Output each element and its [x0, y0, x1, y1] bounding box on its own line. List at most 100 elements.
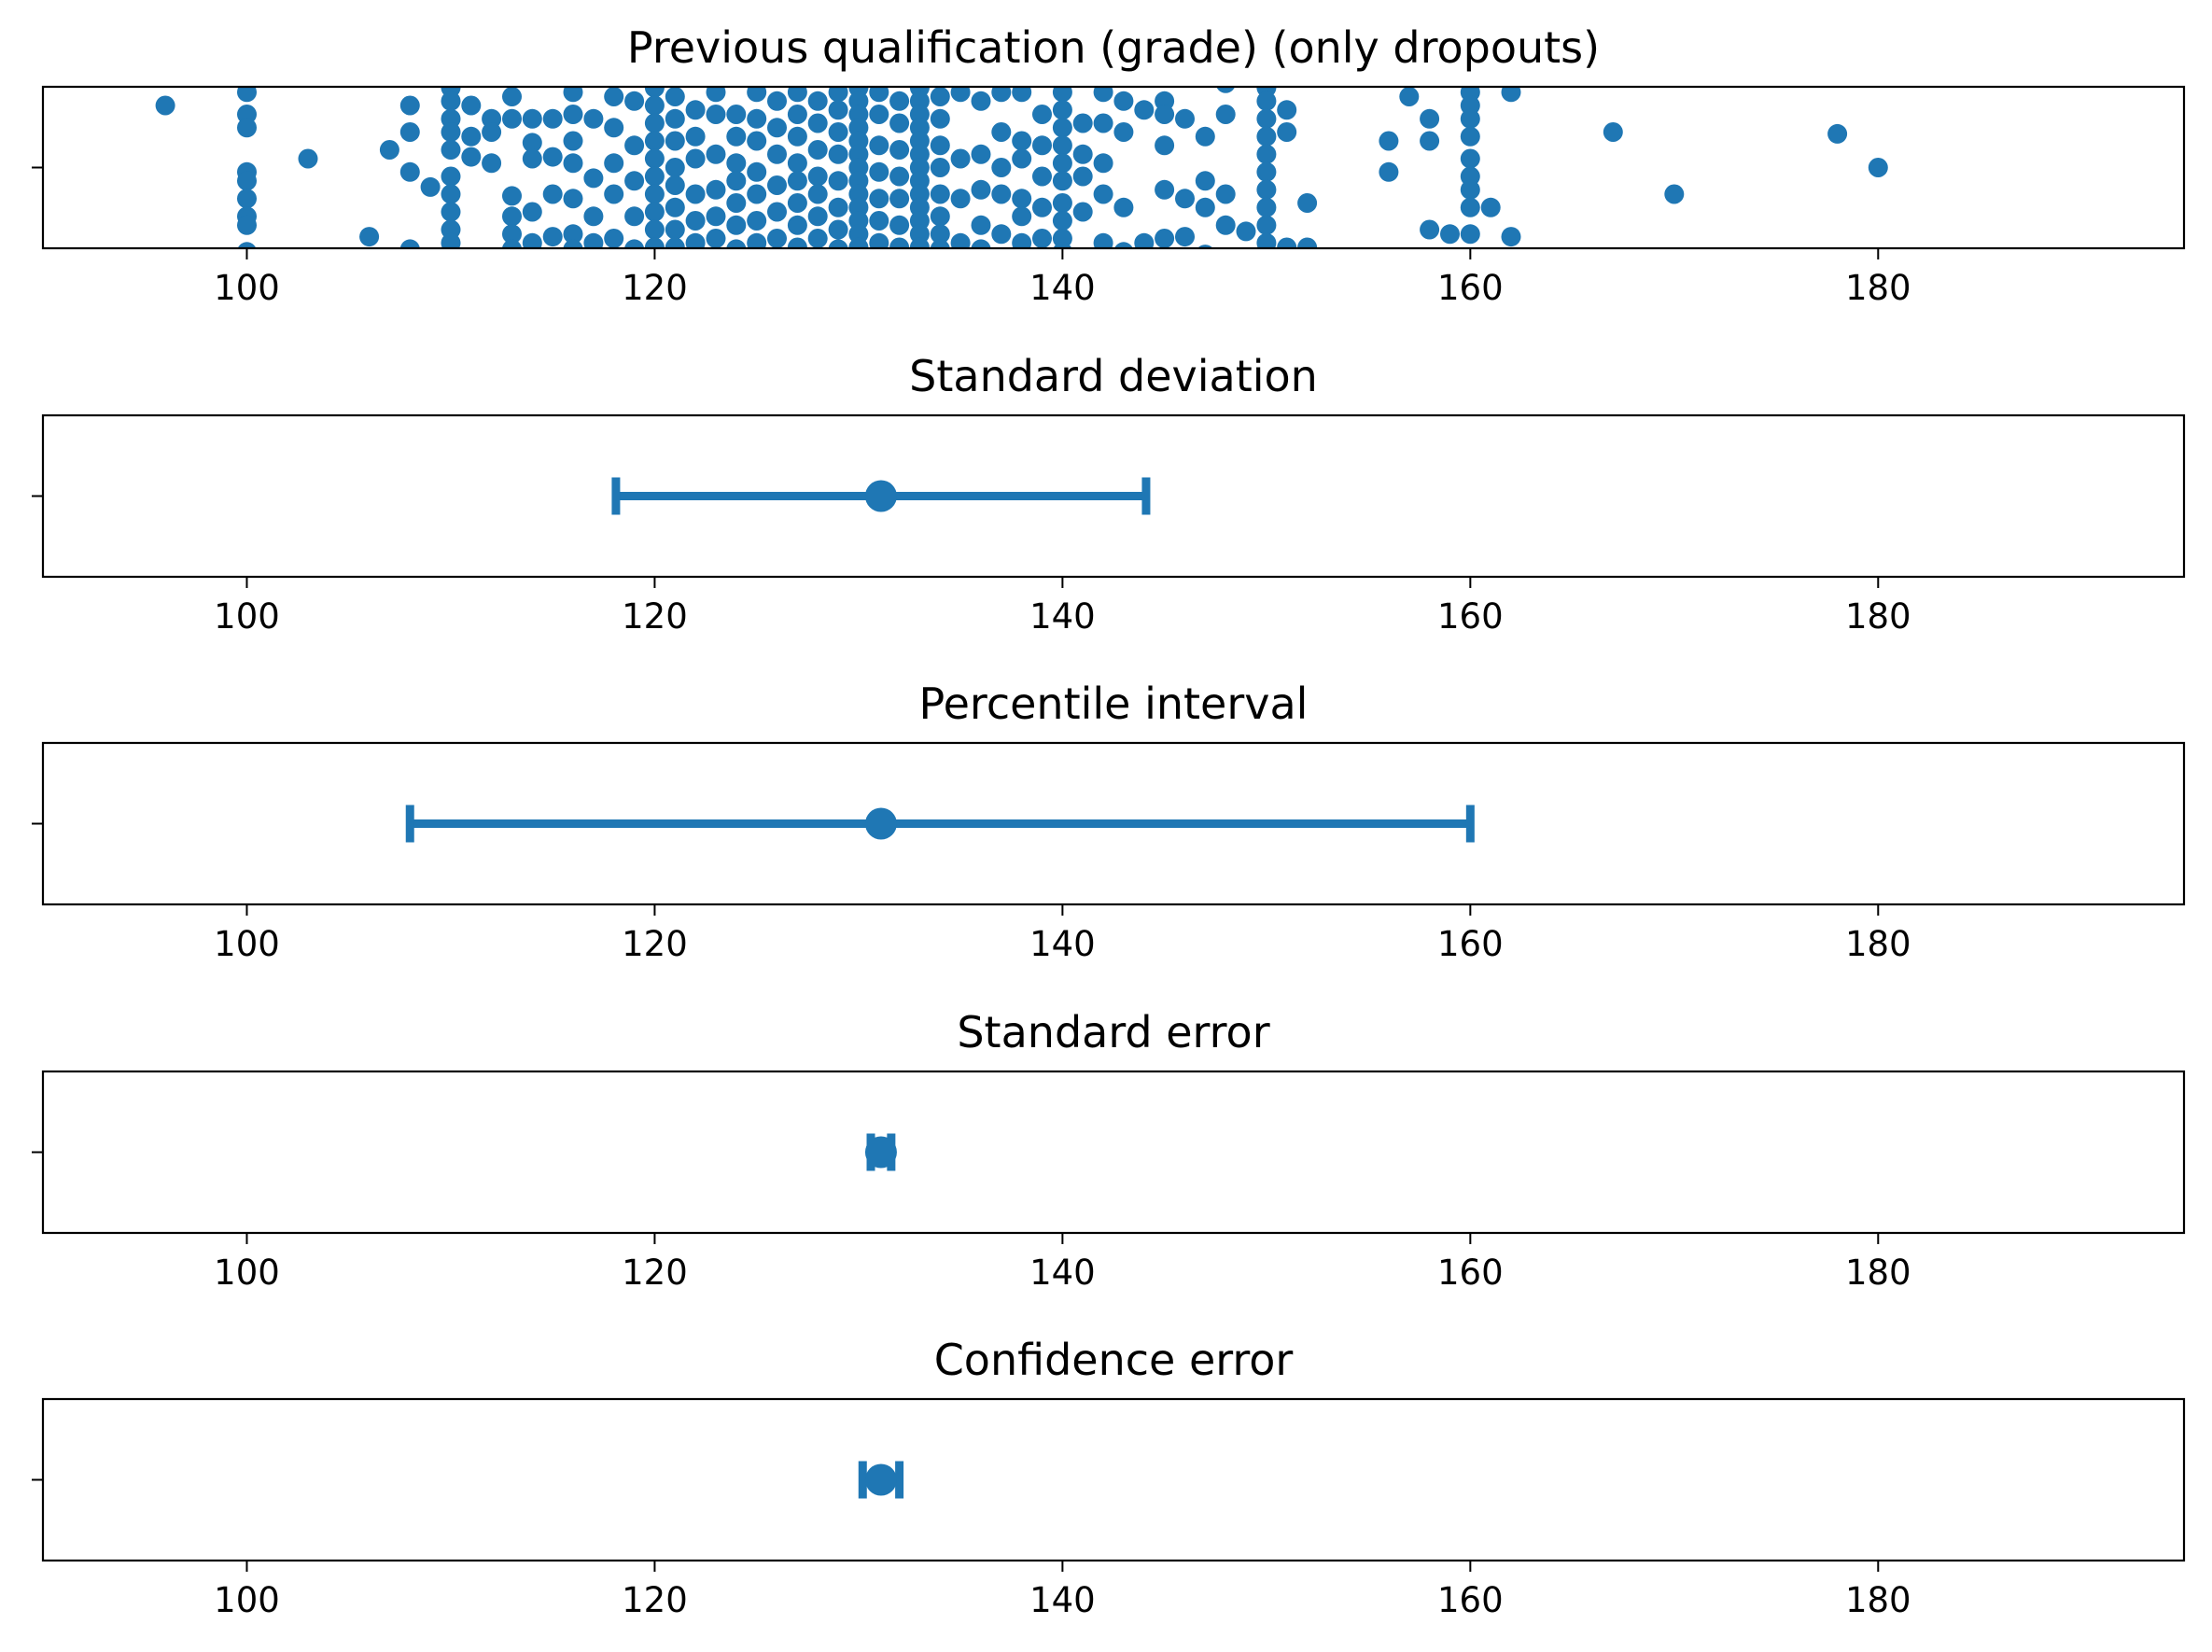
data-point: [1501, 87, 1521, 103]
x-tick-label: 180: [1845, 268, 1911, 308]
data-marks: [611, 477, 1151, 515]
data-point: [644, 219, 665, 240]
data-point: [1195, 197, 1215, 217]
mean-marker: [864, 1136, 897, 1169]
data-point: [665, 175, 685, 195]
data-point: [1297, 193, 1318, 213]
data-point: [522, 232, 542, 248]
data-point: [1216, 87, 1236, 93]
data-point: [644, 237, 665, 248]
data-point: [747, 87, 767, 103]
data-point: [1236, 221, 1256, 242]
data-point: [502, 186, 522, 206]
data-point: [1052, 87, 1072, 103]
data-point: [1012, 131, 1032, 151]
data-point: [971, 239, 991, 248]
data-point: [1379, 131, 1399, 151]
data-point: [1052, 118, 1072, 138]
data-point: [889, 113, 910, 133]
data-point: [991, 184, 1012, 204]
data-point: [1072, 144, 1093, 164]
data-point: [1113, 197, 1134, 217]
data-point: [787, 215, 807, 235]
data-point: [1256, 126, 1277, 147]
data-point: [1460, 179, 1480, 200]
data-point: [807, 91, 828, 111]
data-point: [767, 202, 787, 222]
data-point: [828, 122, 848, 142]
data-point: [1215, 215, 1236, 235]
data-point: [1052, 171, 1072, 191]
x-tick-label: 180: [1845, 1253, 1911, 1293]
data-point: [930, 206, 950, 227]
data-point: [828, 87, 848, 103]
data-point: [807, 206, 828, 227]
data-point: [1134, 100, 1155, 120]
data-point: [1379, 161, 1399, 182]
data-point: [1603, 122, 1623, 142]
axes-frame: [41, 1397, 2186, 1562]
data-point: [1072, 202, 1093, 222]
panel-5: Confidence error 100 120 140 160 180: [32, 1335, 2186, 1620]
panel-1: Previous qualification (grade) (only dro…: [32, 22, 2186, 308]
data-point: [1215, 184, 1236, 204]
data-point: [1012, 206, 1032, 227]
data-point: [502, 206, 522, 227]
data-point: [828, 100, 848, 120]
data-point: [1012, 189, 1032, 209]
data-point: [726, 105, 747, 124]
data-point: [1277, 237, 1297, 248]
panel-title: Previous qualification (grade) (only dro…: [627, 22, 1600, 73]
data-point: [706, 144, 726, 164]
panel-title: Percentile interval: [919, 679, 1309, 729]
data-point: [359, 227, 380, 247]
data-point: [441, 184, 461, 204]
data-point: [950, 189, 971, 209]
data-point: [237, 118, 257, 138]
data-point: [604, 87, 624, 106]
data-point: [237, 189, 257, 209]
data-point: [869, 161, 889, 182]
data-point: [644, 202, 665, 222]
data-point: [399, 239, 420, 248]
data-point: [726, 239, 747, 248]
data-point: [706, 206, 726, 227]
data-point: [563, 224, 583, 245]
data-point: [542, 108, 563, 129]
data-point: [644, 131, 665, 151]
data-point: [828, 144, 848, 164]
data-point: [1420, 131, 1440, 151]
data-point: [1113, 91, 1134, 111]
data-point: [787, 171, 807, 191]
data-point: [1256, 232, 1277, 248]
data-point: [869, 189, 889, 209]
data-point: [563, 105, 583, 124]
data-point: [441, 122, 461, 142]
data-point: [1297, 237, 1318, 248]
data-point: [889, 215, 910, 235]
data-point: [441, 232, 461, 248]
data-point: [583, 108, 604, 129]
data-point: [482, 153, 502, 174]
data-point: [441, 166, 461, 187]
data-point: [1052, 211, 1072, 231]
data-point: [665, 197, 685, 217]
data-point: [1664, 184, 1685, 204]
x-tick-label: 160: [1437, 596, 1504, 637]
data-point: [726, 215, 747, 235]
data-point: [726, 126, 747, 147]
data-point: [747, 184, 767, 204]
data-point: [461, 95, 482, 116]
data-point: [1440, 224, 1460, 245]
data-point: [930, 158, 950, 177]
data-point: [1460, 148, 1480, 169]
x-tick-label: 140: [1029, 596, 1096, 637]
data-point: [706, 105, 726, 124]
data-point: [604, 118, 624, 138]
data-point: [1113, 122, 1134, 142]
data-point: [1256, 144, 1277, 164]
data-point: [991, 158, 1012, 177]
data-point: [787, 87, 807, 103]
data-point: [399, 122, 420, 142]
